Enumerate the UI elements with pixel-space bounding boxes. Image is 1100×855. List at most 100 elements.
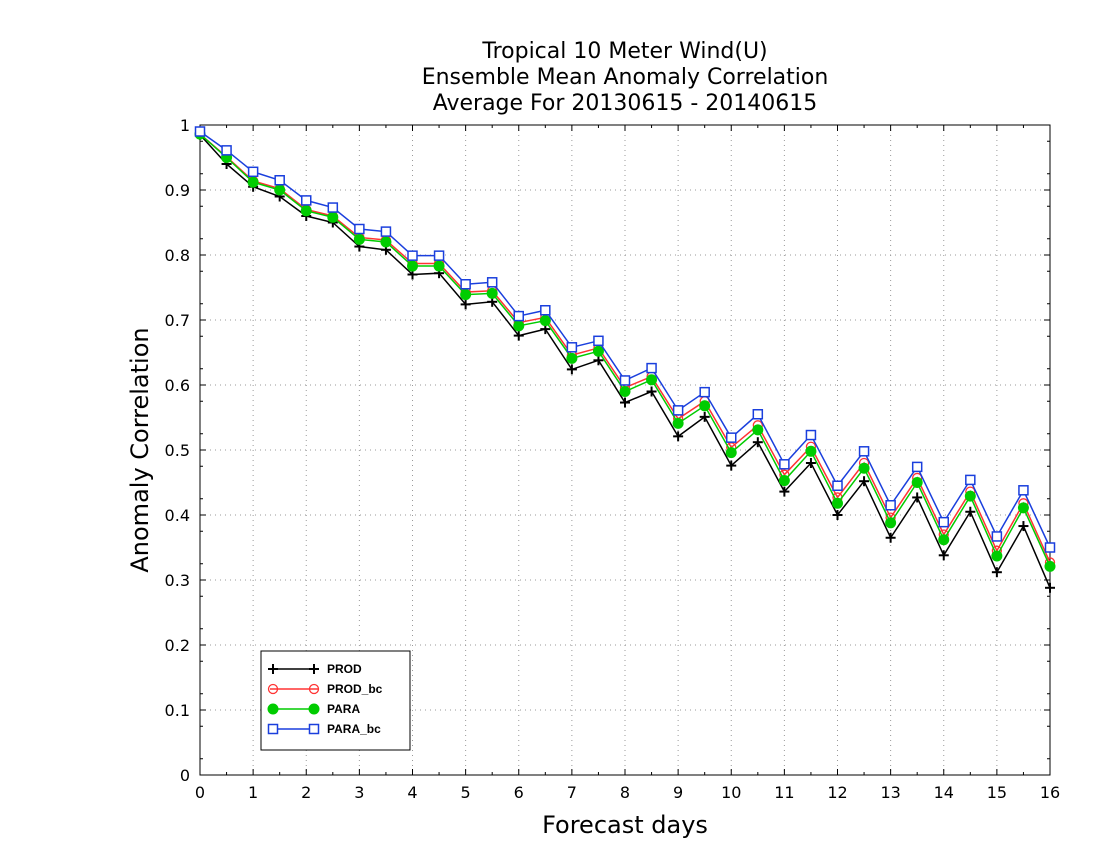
y-tick-label: 0.3	[165, 571, 190, 590]
title-line-3: Average For 20130615 - 20140615	[433, 91, 818, 116]
title-line-2: Ensemble Mean Anomaly Correlation	[422, 65, 829, 90]
data-point-para-bc	[672, 405, 684, 416]
legend-label: PARA	[327, 702, 360, 716]
x-tick-label: 2	[301, 783, 311, 802]
x-tick-label: 12	[827, 783, 847, 802]
data-point-para	[380, 236, 392, 248]
legend-marker	[267, 683, 279, 695]
data-point-para-bc	[1018, 485, 1029, 496]
title-line-1: Tropical 10 Meter Wind(U)	[481, 39, 767, 64]
data-point-para	[778, 475, 790, 487]
y-tick-label: 1	[180, 116, 190, 135]
data-point-para	[407, 260, 418, 272]
data-point-para-bc	[327, 202, 339, 213]
data-point-para	[1044, 560, 1056, 572]
data-point-para-bc	[646, 362, 657, 374]
x-tick-label: 9	[673, 783, 683, 802]
data-point-para-bc	[726, 432, 737, 443]
data-point-para	[433, 260, 445, 272]
data-point-prod	[513, 330, 524, 341]
data-point-para-bc	[885, 500, 896, 511]
y-tick-label: 0.4	[165, 506, 190, 525]
data-point-para	[752, 424, 764, 436]
data-point-prod	[673, 431, 684, 442]
legend-marker	[308, 723, 320, 735]
data-point-para	[566, 352, 578, 364]
x-tick-label: 5	[461, 783, 471, 802]
x-tick-label: 11	[774, 783, 794, 802]
y-axis-label: Anomaly Correlation	[126, 327, 154, 572]
x-tick-label: 4	[407, 783, 417, 802]
data-point-para	[513, 320, 525, 332]
data-point-para-bc	[991, 531, 1003, 542]
data-point-para-bc	[805, 429, 817, 441]
data-point-para	[938, 534, 950, 546]
x-tick-label: 0	[195, 783, 205, 802]
series-line-prod-bc	[199, 133, 1051, 563]
x-tick-label: 8	[620, 783, 630, 802]
data-point-para-bc	[460, 279, 471, 290]
data-point-prod	[620, 397, 630, 408]
y-tick-label: 0.6	[165, 376, 190, 395]
data-point-prod	[885, 532, 896, 543]
data-point-para-bc	[407, 250, 418, 261]
x-tick-label: 3	[354, 783, 364, 802]
data-point-para-bc	[194, 126, 206, 137]
y-tick-label: 0.1	[165, 701, 190, 720]
chart-title: Tropical 10 Meter Wind(U) Ensemble Mean …	[422, 39, 829, 116]
legend-marker	[268, 664, 278, 674]
legend-label: PROD_bc	[327, 682, 383, 696]
axis-ticks: 00.10.20.30.40.50.60.70.80.910 1 2 3 4 5 6 7 8 9 1…	[165, 116, 1061, 802]
data-point-prod	[938, 550, 949, 561]
x-tick-label: 13	[880, 783, 900, 802]
data-point-prod	[912, 492, 923, 503]
data-point-prod	[779, 486, 790, 497]
legend-marker	[308, 683, 320, 695]
data-point-para-bc	[221, 145, 232, 156]
data-point-para-bc	[699, 386, 710, 398]
series	[194, 126, 1056, 593]
data-point-prod	[805, 458, 816, 468]
data-point-para	[832, 497, 843, 509]
data-point-para	[672, 417, 684, 429]
data-point-para	[327, 211, 339, 223]
data-point-para	[619, 386, 631, 397]
data-point-para-bc	[566, 342, 578, 353]
x-tick-label: 14	[934, 783, 954, 802]
y-tick-label: 0.5	[165, 441, 190, 460]
data-point-prod	[646, 386, 657, 397]
data-point-prod	[699, 411, 710, 422]
data-point-para-bc	[354, 223, 365, 235]
data-point-para-bc	[380, 226, 392, 237]
x-tick-label: 10	[721, 783, 741, 802]
y-tick-label: 0.7	[165, 311, 190, 330]
x-tick-label: 6	[514, 783, 524, 802]
data-point-prod	[726, 460, 737, 471]
series-prod	[195, 129, 1055, 593]
y-tick-label: 0.8	[165, 246, 190, 265]
data-point-para-bc	[1044, 542, 1056, 553]
data-point-para-bc	[274, 175, 285, 186]
data-point-prod	[1018, 521, 1029, 532]
data-point-prod	[859, 476, 870, 487]
x-tick-label: 7	[567, 783, 577, 802]
data-point-prod	[1045, 582, 1055, 593]
legend-marker	[267, 703, 279, 715]
data-point-para	[592, 345, 604, 357]
data-point-prod	[566, 364, 577, 375]
data-point-para	[1017, 502, 1029, 514]
legend-label: PARA_bc	[327, 722, 381, 736]
data-point-para	[964, 490, 976, 502]
legend-item-para: PARA	[267, 702, 360, 716]
legend: PROD PROD_bc PARA PARA_bc	[260, 650, 411, 751]
data-point-para	[300, 205, 312, 217]
legend-marker	[308, 703, 320, 715]
data-point-para-bc	[911, 461, 923, 473]
data-point-para-bc	[486, 277, 498, 288]
x-tick-label: 15	[987, 783, 1007, 802]
data-point-para	[725, 447, 737, 459]
legend-marker	[267, 723, 279, 735]
legend-marker	[309, 664, 319, 674]
